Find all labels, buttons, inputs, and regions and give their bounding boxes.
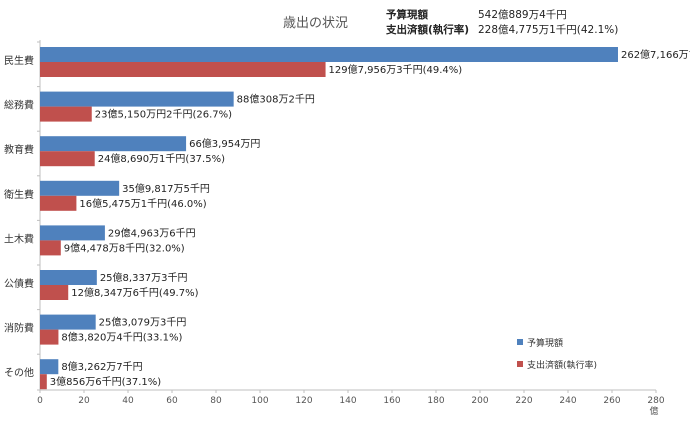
x-tick-label: 0 [37, 396, 43, 406]
x-tick-label: 120 [295, 396, 312, 406]
x-tick-label: 100 [251, 396, 268, 406]
data-label: 8億3,820万4千円(33.1%) [61, 331, 182, 344]
bar-spent [40, 151, 95, 167]
data-label: 88億308万2千円 [237, 93, 315, 106]
data-label: 24億8,690万1千円(37.5%) [98, 152, 225, 165]
x-tick-label: 220 [515, 396, 532, 406]
x-tick-label: 80 [210, 396, 222, 406]
x-tick-label: 140 [339, 396, 356, 406]
bar-spent [40, 374, 47, 390]
bar-budget [40, 91, 234, 107]
x-tick-label: 60 [166, 396, 178, 406]
legend-label: 支出済額(執行率) [527, 359, 597, 371]
bar-spent [40, 329, 59, 345]
bar-budget [40, 314, 96, 330]
bar-budget [40, 136, 187, 152]
bar-spent [40, 106, 92, 122]
data-label: 129億7,956万3千円(49.4%) [329, 63, 463, 76]
data-label: 8億3,262万7千円 [61, 360, 142, 373]
x-tick-label: 40 [122, 396, 134, 406]
bar-spent [40, 62, 326, 77]
data-label: 12億8,347万6千円(49.7%) [71, 286, 198, 299]
category-label: 民生費 [4, 54, 34, 67]
spend-label: 支出済額(執行率) [386, 24, 470, 36]
category-label: 衛生費 [4, 188, 34, 201]
bar-budget [40, 47, 618, 62]
bar-spent [40, 285, 69, 300]
category-label: 総務費 [4, 99, 34, 112]
category-label: その他 [4, 366, 34, 379]
data-label: 66億3,954万円 [189, 137, 260, 150]
data-label: 3億856万6千円(37.1%) [50, 375, 161, 388]
x-tick-label: 200 [471, 396, 488, 406]
category-label: 教育費 [4, 143, 34, 156]
x-tick-label: 180 [427, 396, 444, 406]
x-tick-label: 160 [383, 396, 400, 406]
bar-budget [40, 225, 105, 241]
data-label: 262億7,166万7千円 [621, 48, 690, 61]
data-label: 23億5,150万円2千円(26.7%) [95, 108, 232, 121]
data-label: 29億4,963万6千円 [108, 226, 196, 239]
data-label: 35億9,817万5千円 [122, 182, 210, 195]
bar-spent [40, 240, 61, 256]
legend-swatch [517, 361, 523, 367]
data-label: 25億8,337万3千円 [100, 271, 188, 284]
bar-budget [40, 270, 97, 285]
category-label: 公債費 [4, 277, 34, 290]
data-label: 16億5,475万1千円(46.0%) [79, 197, 206, 210]
spend-value: 228億4,775万1千円(42.1%) [478, 24, 619, 36]
x-tick-label: 20 [78, 396, 90, 406]
bar-budget [40, 180, 120, 196]
category-label: 消防費 [4, 322, 34, 335]
data-label: 25億3,079万3千円 [99, 316, 187, 329]
chart-title: 歳出の状況 [283, 16, 349, 31]
legend-label: 予算現額 [527, 337, 563, 349]
data-label: 9億4,478万8千円(32.0%) [64, 241, 185, 254]
category-label: 土木費 [4, 232, 34, 245]
budget-label: 予算現額 [386, 9, 428, 21]
x-tick-label: 260 [603, 396, 620, 406]
bar-spent [40, 195, 77, 211]
x-tick-label: 240 [559, 396, 576, 406]
legend-swatch [517, 339, 523, 345]
budget-value: 542億889万4千円 [478, 9, 567, 21]
x-unit-label: 億 [649, 405, 658, 417]
bar-budget [40, 359, 59, 375]
x-tick-label: 280 [647, 396, 664, 406]
